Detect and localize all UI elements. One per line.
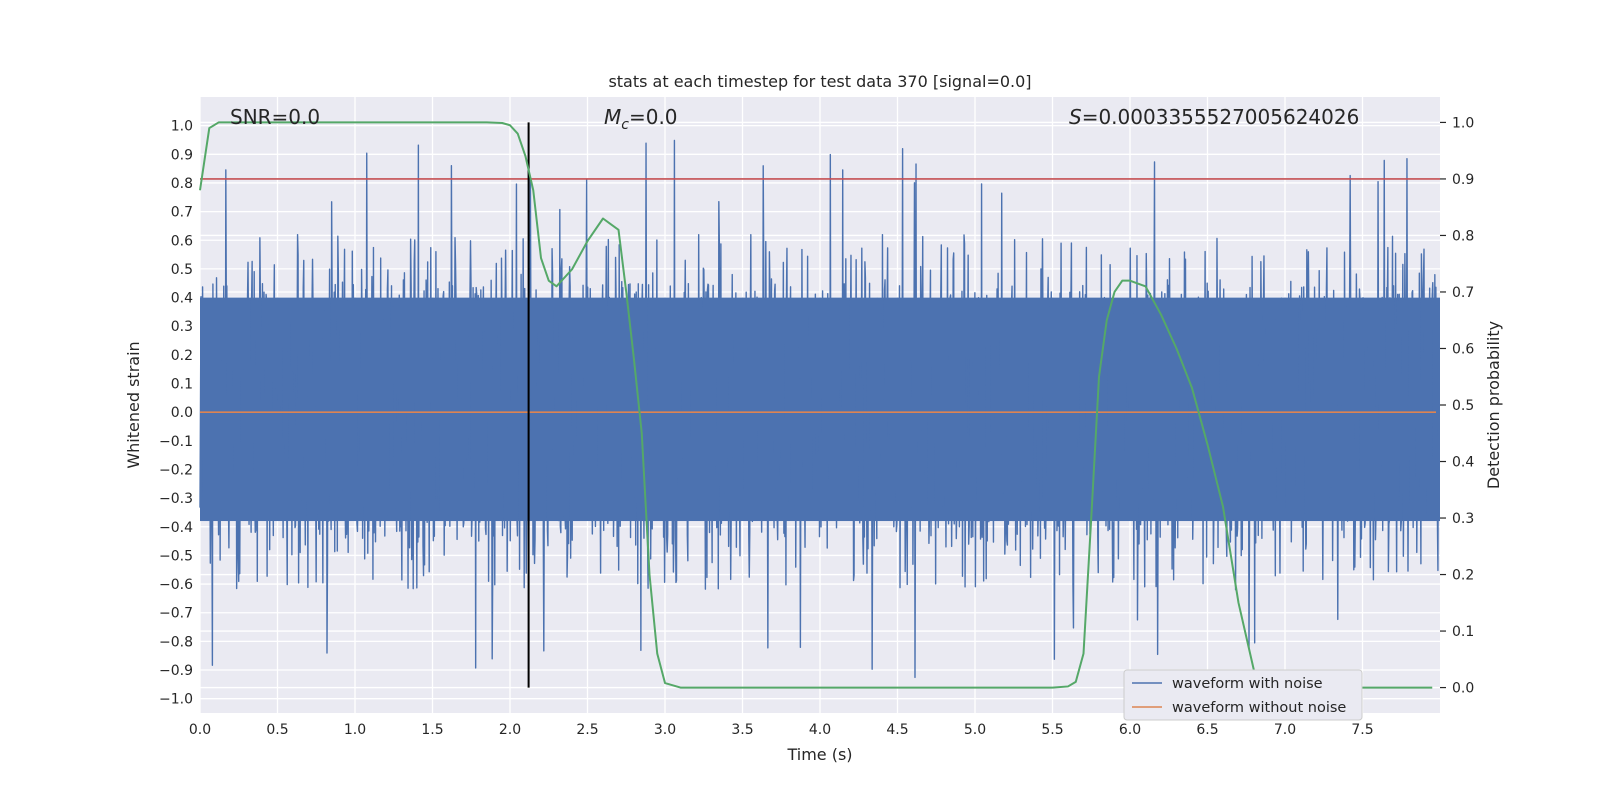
left-y-tick-label: 0.4 (171, 291, 193, 307)
left-y-tick-label: 0.6 (171, 233, 193, 249)
x-tick-label: 2.5 (576, 722, 598, 738)
x-tick-label: 5.5 (1041, 722, 1063, 738)
right-y-tick-label: 0.8 (1452, 228, 1474, 244)
x-tick-label: 0.5 (266, 722, 288, 738)
snr-statistic-annotation: S=0.0003355527005624026 (1069, 105, 1359, 129)
right-y-tick-label: 0.1 (1452, 624, 1474, 640)
x-axis-ticks: 0.0 0.5 1.0 1.5 2.0 2.5 3.0 3.5 4.0 4.5 5.0 5.5 6.0 6… (189, 722, 1374, 738)
left-y-tick-label: 0.7 (171, 205, 193, 221)
x-tick-label: 5.0 (964, 722, 986, 738)
waveform-with-noise-series (199, 139, 1440, 679)
left-y-tick-label: 1.0 (171, 119, 193, 135)
chirp-mass-symbol: M (604, 105, 621, 129)
statistic-symbol: S (1069, 105, 1082, 129)
legend-label-clean: waveform without noise (1172, 700, 1346, 716)
right-y-axis-label: Detection probability (1484, 321, 1503, 489)
left-y-tick-label: 0.3 (171, 319, 193, 335)
x-axis-label: Time (s) (786, 745, 852, 764)
left-y-tick-label: −1.0 (159, 692, 193, 708)
left-y-tick-label: 0.0 (171, 405, 193, 421)
x-tick-label: 7.5 (1351, 722, 1373, 738)
legend: waveform with noise waveform without noi… (1123, 669, 1363, 721)
chirp-mass-annotation: Mc=0.0 (604, 105, 678, 133)
snr-annotation: SNR=0.0 (230, 105, 320, 129)
x-tick-label: 1.5 (421, 722, 443, 738)
left-y-tick-label: 0.8 (171, 176, 193, 192)
left-y-axis-label: Whitened strain (124, 341, 143, 468)
left-y-tick-label: −0.9 (159, 663, 193, 679)
right-y-tick-label: 0.4 (1452, 455, 1474, 471)
right-y-tick-label: 0.7 (1452, 285, 1474, 301)
left-y-tick-label: −0.7 (159, 606, 193, 622)
left-y-tick-label: −0.3 (159, 491, 193, 507)
statistic-value: =0.0003355527005624026 (1082, 105, 1360, 129)
x-tick-label: 1.0 (344, 722, 366, 738)
right-y-tick-label: 0.6 (1452, 341, 1474, 357)
left-y-tick-label: 0.1 (171, 377, 193, 393)
left-y-tick-label: −0.6 (159, 577, 193, 593)
right-y-tick-label: 0.2 (1452, 568, 1474, 584)
right-y-tick-label: 0.5 (1452, 398, 1474, 414)
left-y-tick-label: −0.8 (159, 634, 193, 650)
left-y-tick-label: 0.5 (171, 262, 193, 278)
legend-box (1123, 669, 1363, 721)
detection-probability-line (199, 121, 1433, 689)
x-tick-label: 6.0 (1119, 722, 1141, 738)
left-y-tick-label: −0.5 (159, 548, 193, 564)
right-y-tick-label: 0.3 (1452, 511, 1474, 527)
right-y-tick-label: 0.9 (1452, 172, 1474, 188)
chirp-mass-value: =0.0 (629, 105, 678, 129)
right-y-tick-label: 1.0 (1452, 115, 1474, 131)
chart-title: stats at each timestep for test data 370… (608, 72, 1031, 91)
left-axis-ticks: 1.0 0.9 0.8 0.7 0.6 0.5 0.4 0.3 0.2 0.1 0.0 −0.1 −0.… (159, 119, 193, 708)
left-y-tick-label: 0.9 (171, 147, 193, 163)
left-y-tick-label: −0.4 (159, 520, 193, 536)
x-tick-label: 3.0 (654, 722, 676, 738)
right-y-tick-label: 0.0 (1452, 681, 1474, 697)
right-axis-ticks: 1.0 0.9 0.8 0.7 0.6 0.5 0.4 0.3 0.2 0.1 0.0 (1440, 115, 1474, 697)
legend-label-noise: waveform with noise (1172, 676, 1323, 692)
x-tick-label: 7.0 (1274, 722, 1296, 738)
left-y-tick-label: −0.1 (159, 434, 193, 450)
x-tick-label: 0.0 (189, 722, 211, 738)
x-tick-label: 3.5 (731, 722, 753, 738)
x-tick-label: 4.5 (886, 722, 908, 738)
noise-trace (199, 139, 1440, 679)
x-tick-label: 2.0 (499, 722, 521, 738)
chirp-mass-subscript: c (621, 117, 629, 133)
x-tick-label: 4.0 (809, 722, 831, 738)
x-tick-label: 6.5 (1196, 722, 1218, 738)
overlay-layer (199, 121, 1440, 689)
left-y-tick-label: 0.2 (171, 348, 193, 364)
left-y-tick-label: −0.2 (159, 462, 193, 478)
